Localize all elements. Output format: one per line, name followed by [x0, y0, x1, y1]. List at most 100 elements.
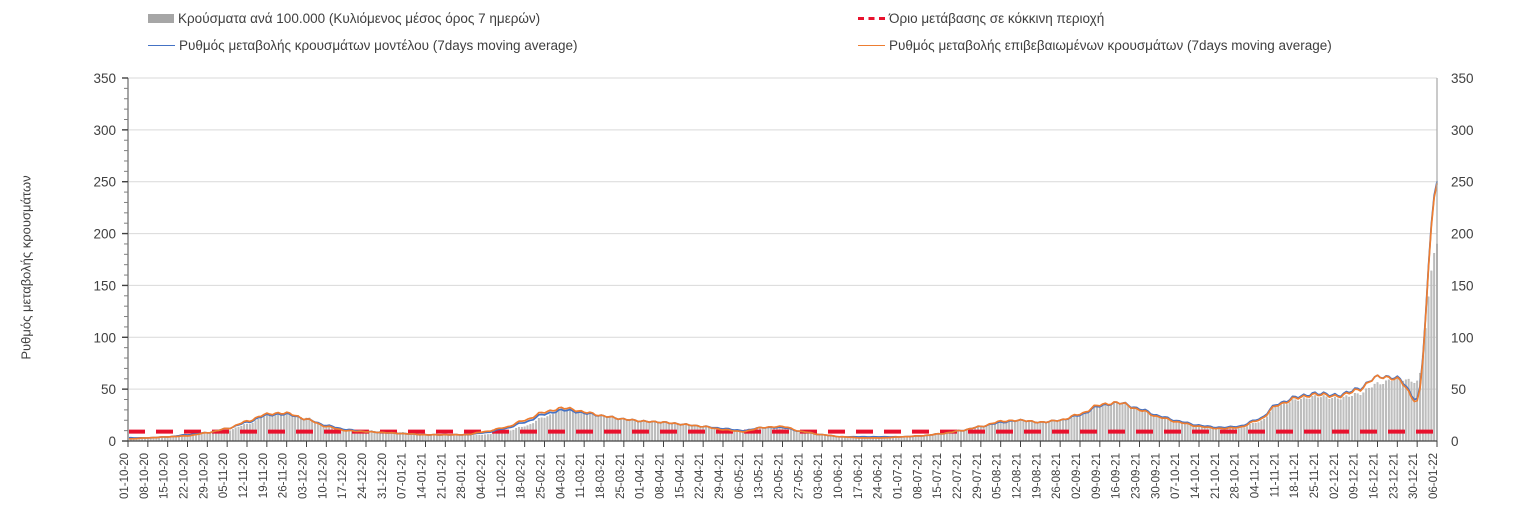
- svg-text:09-09-21: 09-09-21: [1091, 453, 1103, 499]
- legend-item-threshold[interactable]: Όριο μετάβασης σε κόκκινη περιοχή: [858, 12, 1104, 26]
- svg-text:29-07-21: 29-07-21: [972, 453, 984, 499]
- svg-text:200: 200: [1451, 227, 1474, 242]
- svg-text:17-12-20: 17-12-20: [337, 453, 349, 499]
- svg-text:17-06-21: 17-06-21: [853, 453, 865, 499]
- legend-item-bars[interactable]: Κρούσματα ανά 100.000 (Κυλιόμενος μέσος …: [148, 12, 540, 26]
- svg-text:350: 350: [1451, 71, 1474, 86]
- dashed-line-swatch-icon: [858, 17, 885, 21]
- svg-text:19-08-21: 19-08-21: [1031, 453, 1043, 499]
- svg-text:25-11-21: 25-11-21: [1309, 453, 1321, 498]
- svg-text:27-05-21: 27-05-21: [793, 453, 805, 499]
- svg-text:10-06-21: 10-06-21: [833, 453, 845, 499]
- svg-text:18-03-21: 18-03-21: [595, 453, 607, 499]
- svg-text:13-05-21: 13-05-21: [754, 453, 766, 499]
- bars-layer: [127, 243, 1438, 442]
- svg-text:10-12-20: 10-12-20: [317, 453, 329, 499]
- svg-text:06-05-21: 06-05-21: [734, 453, 746, 499]
- svg-text:30-12-21: 30-12-21: [1408, 453, 1420, 499]
- svg-text:26-11-20: 26-11-20: [278, 453, 290, 498]
- svg-text:23-09-21: 23-09-21: [1131, 453, 1143, 499]
- svg-text:26-08-21: 26-08-21: [1051, 453, 1063, 499]
- svg-text:18-11-21: 18-11-21: [1289, 453, 1301, 498]
- svg-text:08-10-20: 08-10-20: [139, 453, 151, 499]
- svg-text:21-01-21: 21-01-21: [436, 453, 448, 499]
- svg-text:15-04-21: 15-04-21: [674, 453, 686, 499]
- line-swatch-icon: [148, 45, 175, 47]
- svg-text:08-07-21: 08-07-21: [912, 453, 924, 499]
- svg-text:22-04-21: 22-04-21: [694, 453, 706, 499]
- svg-text:19-11-20: 19-11-20: [258, 453, 270, 498]
- svg-text:100: 100: [1451, 330, 1474, 345]
- svg-text:01-10-20: 01-10-20: [119, 453, 131, 499]
- svg-text:15-10-20: 15-10-20: [159, 453, 171, 499]
- svg-text:01-07-21: 01-07-21: [893, 453, 905, 499]
- svg-text:16-12-21: 16-12-21: [1369, 453, 1381, 499]
- svg-text:29-10-20: 29-10-20: [198, 453, 210, 499]
- y-axis-right-ticks: 0 50 100 150 200 250 300 350: [1451, 71, 1474, 449]
- svg-text:18-02-21: 18-02-21: [516, 453, 528, 499]
- svg-text:28-10-21: 28-10-21: [1230, 453, 1242, 499]
- legend-label-confirmed-rate: Ρυθμός μεταβολής επιβεβαιωμένων κρουσμάτ…: [889, 38, 1332, 53]
- svg-text:350: 350: [93, 71, 116, 86]
- svg-text:24-06-21: 24-06-21: [873, 453, 885, 499]
- svg-text:25-02-21: 25-02-21: [536, 453, 548, 499]
- svg-text:11-11-21: 11-11-21: [1269, 453, 1281, 497]
- svg-text:12-11-20: 12-11-20: [238, 453, 250, 498]
- lines-layer: [127, 180, 1438, 440]
- svg-text:03-06-21: 03-06-21: [813, 453, 825, 499]
- svg-text:14-10-21: 14-10-21: [1190, 453, 1202, 499]
- svg-text:150: 150: [1451, 278, 1474, 293]
- svg-text:04-11-21: 04-11-21: [1250, 453, 1262, 498]
- svg-text:22-07-21: 22-07-21: [952, 453, 964, 499]
- svg-text:07-01-21: 07-01-21: [397, 453, 409, 499]
- svg-text:20-05-21: 20-05-21: [774, 453, 786, 499]
- svg-text:100: 100: [93, 330, 116, 345]
- svg-text:0: 0: [108, 434, 116, 449]
- svg-text:07-10-21: 07-10-21: [1170, 453, 1182, 499]
- svg-text:23-12-21: 23-12-21: [1388, 453, 1400, 499]
- gridlines: [128, 77, 1437, 390]
- svg-text:05-11-20: 05-11-20: [218, 453, 230, 498]
- svg-text:05-08-21: 05-08-21: [992, 453, 1004, 499]
- svg-text:04-03-21: 04-03-21: [555, 453, 567, 499]
- svg-text:06-01-22: 06-01-22: [1428, 453, 1440, 499]
- svg-text:50: 50: [1451, 382, 1466, 397]
- svg-text:02-09-21: 02-09-21: [1071, 453, 1083, 499]
- svg-text:11-03-21: 11-03-21: [575, 453, 587, 498]
- svg-text:31-12-20: 31-12-20: [377, 453, 389, 499]
- svg-text:50: 50: [101, 382, 116, 397]
- x-axis-ticks: 01-10-20 08-10-20 15-10-20 22-10-20 29-10-20…: [119, 453, 1440, 499]
- svg-text:29-04-21: 29-04-21: [714, 453, 726, 499]
- bar-swatch-icon: [148, 14, 174, 24]
- svg-text:24-12-20: 24-12-20: [357, 453, 369, 499]
- chart-legend: Κρούσματα ανά 100.000 (Κυλιόμενος μέσος …: [0, 0, 1526, 62]
- svg-text:02-12-21: 02-12-21: [1329, 453, 1341, 499]
- svg-text:25-03-21: 25-03-21: [615, 453, 627, 499]
- svg-text:12-08-21: 12-08-21: [1012, 453, 1024, 499]
- legend-item-confirmed-rate[interactable]: Ρυθμός μεταβολής επιβεβαιωμένων κρουσμάτ…: [858, 39, 1332, 53]
- axis-lines: [122, 77, 1438, 447]
- svg-text:04-02-21: 04-02-21: [476, 453, 488, 499]
- legend-label-threshold: Όριο μετάβασης σε κόκκινη περιοχή: [889, 11, 1105, 26]
- legend-item-model-rate[interactable]: Ρυθμός μεταβολής κρουσμάτων μοντέλου (7d…: [148, 39, 578, 53]
- svg-text:09-12-21: 09-12-21: [1349, 453, 1361, 499]
- svg-text:08-04-21: 08-04-21: [655, 453, 667, 499]
- svg-text:01-04-21: 01-04-21: [635, 453, 647, 499]
- line-swatch-orange-icon: [858, 45, 885, 47]
- svg-text:300: 300: [1451, 123, 1474, 138]
- svg-text:03-12-20: 03-12-20: [298, 453, 310, 499]
- svg-text:250: 250: [1451, 175, 1474, 190]
- svg-text:0: 0: [1451, 434, 1459, 449]
- svg-text:28-01-21: 28-01-21: [456, 453, 468, 499]
- svg-text:15-07-21: 15-07-21: [932, 453, 944, 499]
- svg-text:21-10-21: 21-10-21: [1210, 453, 1222, 499]
- svg-text:16-09-21: 16-09-21: [1111, 453, 1123, 499]
- svg-text:30-09-21: 30-09-21: [1150, 453, 1162, 499]
- svg-text:22-10-20: 22-10-20: [179, 453, 191, 499]
- svg-text:14-01-21: 14-01-21: [417, 453, 429, 499]
- svg-text:300: 300: [93, 123, 116, 138]
- y-axis-left-ticks: 0 50 100 150 200 250 300 350: [93, 71, 116, 449]
